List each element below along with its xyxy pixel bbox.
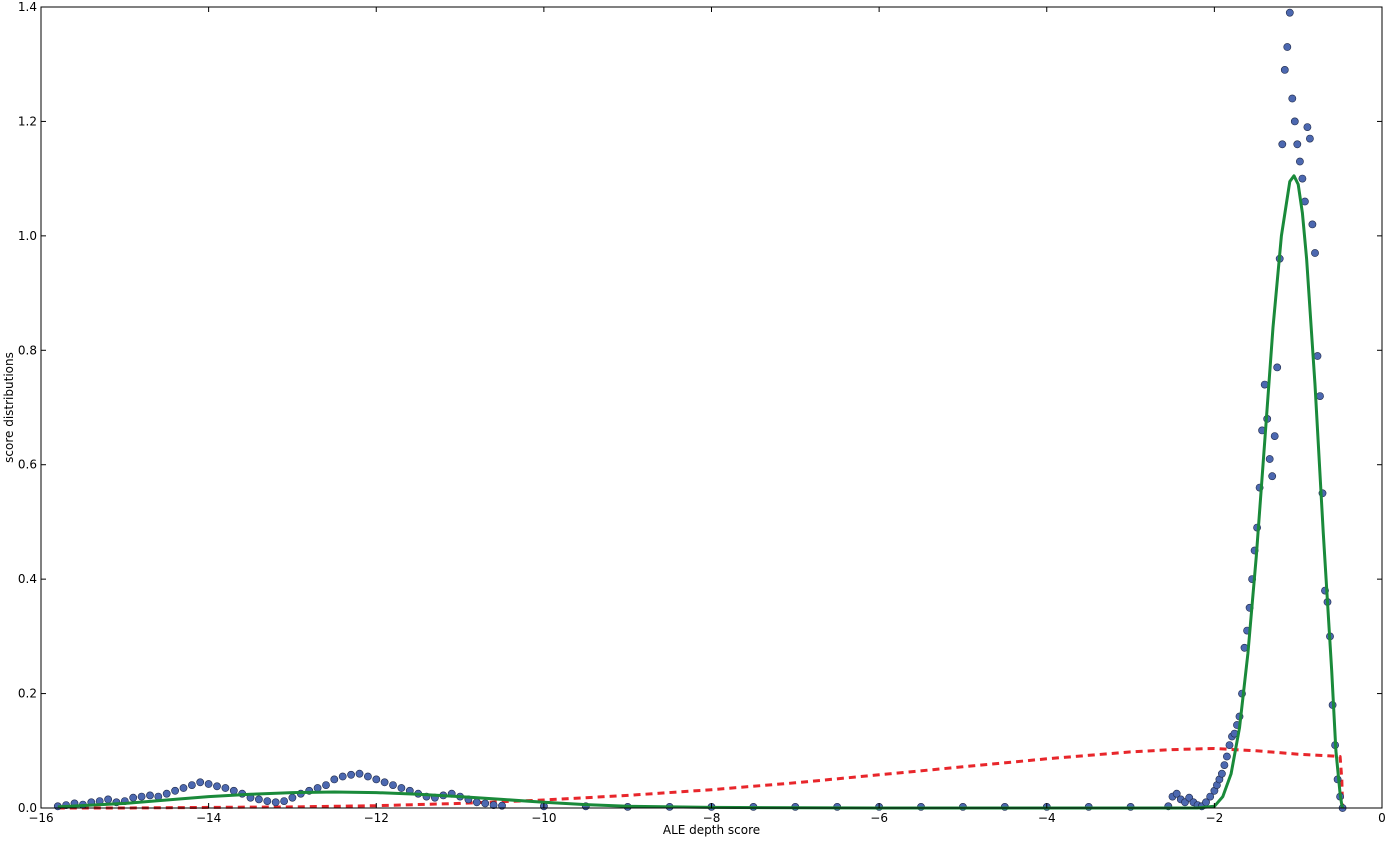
scatter-point bbox=[179, 784, 188, 792]
scatter-point bbox=[1265, 455, 1274, 463]
x-tick-label: −2 bbox=[1206, 811, 1224, 825]
scatter-point bbox=[288, 793, 297, 802]
scatter-point bbox=[187, 781, 196, 789]
x-tick-label: −6 bbox=[870, 811, 888, 825]
scatter-point bbox=[389, 781, 397, 789]
scatter-point bbox=[397, 784, 406, 792]
scatter-point bbox=[280, 797, 288, 805]
scatter-point bbox=[1293, 140, 1302, 149]
scatter-point bbox=[489, 801, 498, 809]
scatter-point bbox=[1288, 94, 1297, 103]
y-tick-label: 0.0 bbox=[18, 801, 37, 815]
y-axis-title: score distributions bbox=[2, 352, 16, 463]
x-axis-title: ALE depth score bbox=[663, 823, 760, 837]
scatter-point bbox=[1270, 432, 1279, 440]
scatter-point bbox=[1290, 117, 1299, 126]
scatter-point bbox=[1280, 66, 1289, 74]
green-solid-curve-layer bbox=[57, 174, 1345, 810]
scatter-point bbox=[229, 786, 238, 795]
scatter-point bbox=[372, 775, 381, 784]
scatter-point bbox=[1285, 8, 1294, 17]
x-tick-label: 0 bbox=[1378, 811, 1386, 825]
scatter-point bbox=[196, 778, 205, 787]
plot-background bbox=[41, 7, 1382, 808]
y-tick-label: 0.8 bbox=[18, 343, 37, 357]
scatter-point bbox=[1283, 43, 1292, 51]
scatter-point bbox=[1306, 134, 1314, 143]
x-tick-label: −10 bbox=[531, 811, 556, 825]
scatter-point bbox=[254, 795, 263, 804]
scatter-point bbox=[271, 798, 280, 807]
scatter-point bbox=[1311, 249, 1319, 257]
scatter-point bbox=[338, 772, 347, 781]
y-tick-label: 0.6 bbox=[18, 458, 37, 472]
scatter-point bbox=[1316, 392, 1324, 400]
green-fit-curve bbox=[57, 174, 1345, 810]
scatter-point bbox=[1218, 769, 1226, 778]
red-dashed-curve bbox=[57, 747, 1345, 810]
x-tick-label: −16 bbox=[28, 811, 53, 825]
scatter-point bbox=[1308, 220, 1317, 229]
red-dashed-curve-layer bbox=[57, 747, 1345, 810]
scatter-point bbox=[330, 775, 339, 784]
scatter-point bbox=[162, 789, 171, 798]
y-tick-label: 1.0 bbox=[18, 229, 37, 243]
scatter-point bbox=[1303, 123, 1312, 131]
scatter-point bbox=[129, 793, 138, 802]
scatter-point bbox=[263, 797, 272, 805]
scatter-point bbox=[1223, 752, 1231, 761]
x-tick-label: −8 bbox=[703, 811, 721, 825]
x-tick-label: −14 bbox=[196, 811, 221, 825]
scatter-point bbox=[322, 781, 330, 789]
scatter-point bbox=[1278, 140, 1287, 149]
scatter-point bbox=[1206, 792, 1215, 801]
scatter-point bbox=[104, 795, 112, 804]
scatter-point bbox=[1268, 472, 1277, 481]
scatter-point bbox=[137, 792, 146, 801]
scatter-point bbox=[146, 791, 154, 800]
scatter-point bbox=[171, 786, 179, 795]
scatter-point bbox=[213, 782, 221, 791]
x-tick-label: −12 bbox=[364, 811, 389, 825]
scatter-point bbox=[1172, 789, 1181, 798]
scatter-point bbox=[472, 798, 481, 807]
y-tick-label: 0.2 bbox=[18, 687, 37, 701]
scatter-point bbox=[313, 784, 322, 792]
y-tick-label: 0.4 bbox=[18, 572, 37, 586]
scatter-point bbox=[1220, 761, 1229, 769]
scatter-point bbox=[1298, 174, 1307, 183]
x-tick-label: −4 bbox=[1038, 811, 1056, 825]
scatter-point bbox=[355, 769, 364, 778]
y-tick-label: 1.2 bbox=[18, 114, 37, 128]
scatter-point bbox=[481, 799, 490, 808]
ticks-layer: −16 −14 −12 −10 −8 −6 −4 −2 0 0.0 0.2 0.4 0.6 0.8 1.0 1… bbox=[18, 0, 1386, 825]
scatter-point bbox=[363, 772, 372, 781]
scatter-point bbox=[221, 784, 230, 792]
scatter-point bbox=[1273, 363, 1282, 372]
y-tick-label: 1.4 bbox=[18, 0, 37, 14]
scatter-point bbox=[1296, 157, 1304, 166]
scatter-point bbox=[204, 780, 213, 788]
scatter-point bbox=[380, 778, 389, 787]
scatter-point bbox=[1225, 741, 1234, 749]
scatter-point bbox=[347, 770, 355, 779]
scatter-point bbox=[1313, 352, 1322, 360]
